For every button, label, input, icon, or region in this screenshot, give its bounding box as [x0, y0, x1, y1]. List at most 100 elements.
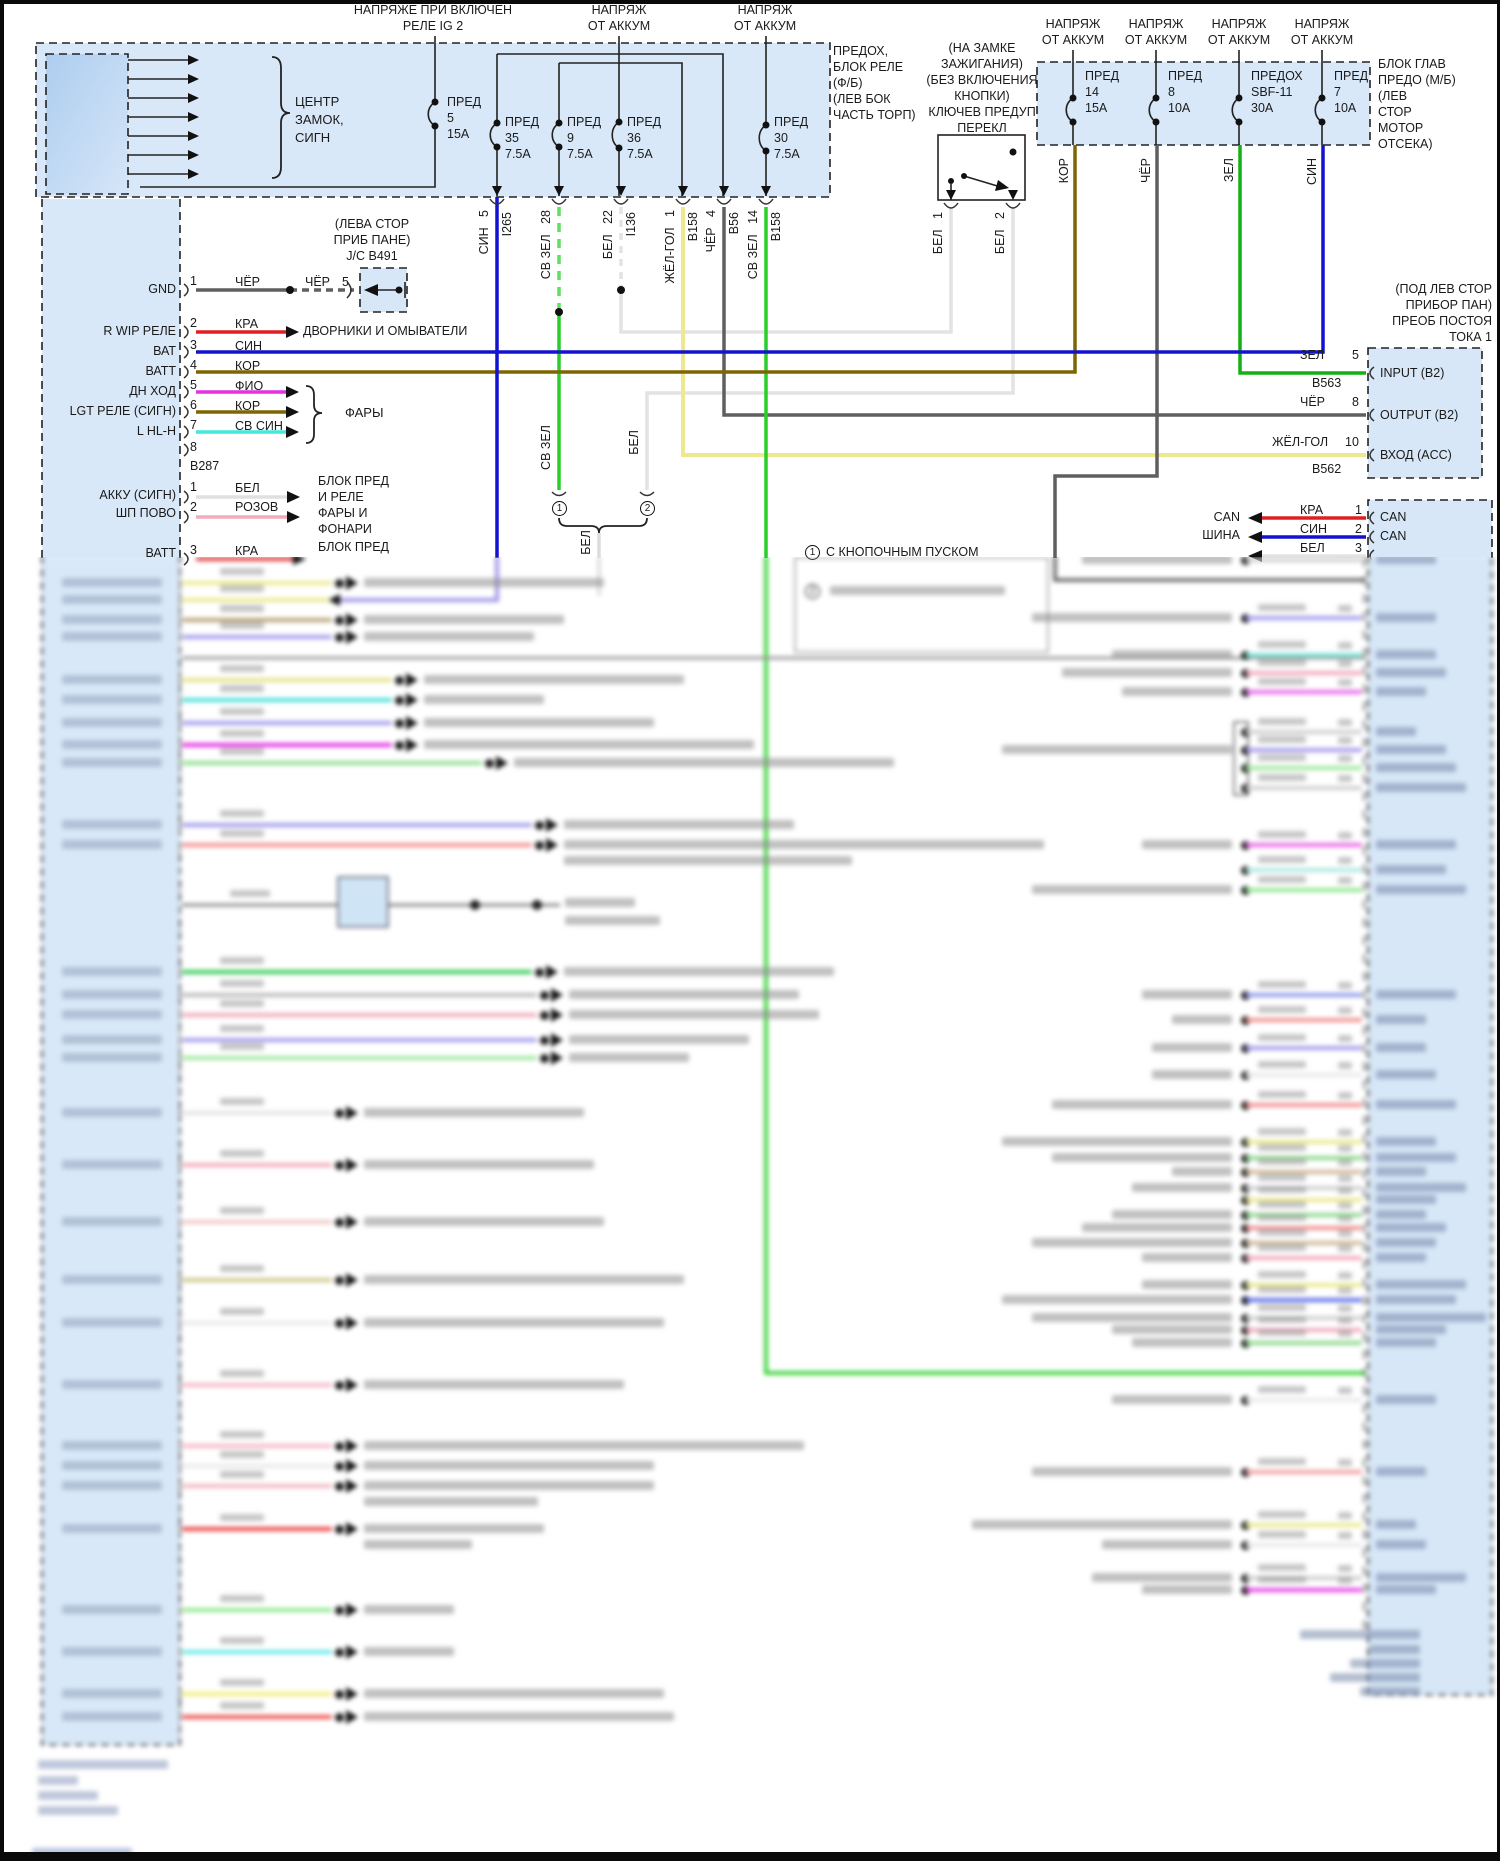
note-fusebox-1: БЛОК ПРЕД [318, 474, 390, 488]
blurred-junction-dot [540, 1036, 549, 1045]
blurred-pin-tick [179, 596, 181, 605]
blurred-note-text [1112, 1395, 1232, 1404]
option-circle-1: 1 [552, 501, 567, 516]
blurred-pin-tick [1363, 1026, 1365, 1035]
header-batt-6-line2: ОТ АККУМ [1290, 33, 1354, 47]
blurred-pin-tick [1363, 1062, 1365, 1071]
blurred-pin-number [1338, 737, 1352, 744]
blurred-pin-tick [1363, 648, 1365, 657]
blurred-pin-number [1338, 1512, 1352, 1519]
blurred-pin-number [1338, 877, 1352, 884]
blurred-junction-dot [335, 1319, 344, 1328]
blurred-pin-label [1376, 1015, 1426, 1024]
blurred-note-text-2 [364, 1497, 538, 1506]
blurred-note-text [569, 1035, 749, 1044]
blurred-arrowhead [346, 1603, 358, 1617]
blurred-wire-row [182, 1464, 332, 1468]
blurred-pin-label [1376, 1100, 1456, 1109]
blurred-pin-tick [179, 1586, 181, 1595]
blurred-wire-name [1258, 1564, 1306, 1571]
blurred-note-text [1032, 1313, 1232, 1322]
blurred-pin-tick [179, 821, 181, 830]
blurred-note-text [1142, 1585, 1232, 1594]
can-bus-label-2: ШИНА [1202, 528, 1240, 542]
blurred-pin-number [1338, 1459, 1352, 1466]
blurred-pin-label [1376, 1585, 1436, 1594]
connector-tag-b56: B56 [727, 212, 741, 235]
blurred-pin-label [62, 1318, 162, 1327]
blurred-arrowhead [406, 738, 418, 752]
blurred-pin-tick [1363, 1602, 1365, 1611]
blurred-pin-tick [179, 1526, 181, 1535]
blurred-junction-dot [335, 1713, 344, 1722]
header-batt-3-line1: НАПРЯЖ [1045, 17, 1101, 31]
blurred-note-text [1142, 1253, 1232, 1262]
blurred-note-text [424, 740, 754, 749]
pin-label-batt2: ВАТТ [145, 546, 176, 560]
blurred-pin-number [1338, 1577, 1352, 1584]
wire-tag-cher-4: ЧЁР 4 [704, 210, 718, 253]
blurred-pin-tick [1363, 1098, 1365, 1107]
fuse-sbf11-name: ПРЕДОХ [1251, 69, 1303, 83]
blurred-pin-tick [179, 991, 181, 1000]
blurred-wire-row [182, 581, 332, 585]
blurred-note-text [364, 1524, 544, 1533]
blurred-note-text [1152, 1070, 1232, 1079]
blurred-pin-label [62, 820, 162, 829]
blurred-pin-label [62, 1035, 162, 1044]
blurred-pin-tick [1363, 918, 1365, 927]
central-lock-label-3: СИГН [295, 130, 331, 145]
blurred-pin-tick [1363, 1260, 1365, 1269]
pin-number-2: 2 [190, 316, 197, 330]
central-lock-label-1: ЦЕНТР [295, 94, 340, 109]
wires-main [196, 145, 1325, 558]
blurred-pin-tick [1363, 1584, 1365, 1593]
dc-wire-cher-pin: 8 [1352, 395, 1359, 409]
blurred-pin-tick [179, 1466, 181, 1475]
blurred-note-text [972, 1520, 1232, 1529]
blurred-note-text [364, 1441, 804, 1450]
blurred-pin-tick [179, 759, 181, 768]
blurred-pin-label [1376, 990, 1456, 999]
blurred-wire-name [1258, 1128, 1306, 1135]
blurred-note-text [364, 1647, 454, 1656]
blurred-note-text [1142, 990, 1232, 999]
blurred-pin-tick [179, 666, 181, 675]
blurred-wire-name [1258, 1091, 1306, 1098]
blurred-wire-row [182, 1484, 332, 1488]
key-switch-label-4: КНОПКИ) [954, 89, 1010, 103]
blurred-wire-name [220, 1471, 264, 1478]
jc-b491-label-3: J/C B491 [346, 249, 398, 263]
blurred-wire-name [1258, 604, 1306, 611]
blurred-pin-label [1376, 687, 1426, 696]
blurred-pin-tick [1363, 792, 1365, 801]
blurred-pin-number [1338, 1202, 1352, 1209]
blurred-note-text [1172, 1015, 1232, 1024]
blurred-wire-row [182, 743, 392, 747]
blurred-wire-name [220, 568, 264, 575]
blurred-pin-label [1376, 1238, 1436, 1247]
blurred-pin-number [1338, 1532, 1352, 1539]
blurred-pin-label [1376, 1153, 1456, 1162]
blurred-note-text [1112, 1210, 1232, 1219]
blurred-pin-tick [179, 1406, 181, 1415]
blurred-wire-row [1245, 1398, 1362, 1402]
fuse-14-name: ПРЕД [1085, 69, 1120, 83]
blurred-pin-number [1338, 1305, 1352, 1312]
blurred-pin-number [1338, 1272, 1352, 1279]
blurred-pin-number [1338, 1387, 1352, 1394]
dc-pin-acc: ВХОД (ACC) [1380, 448, 1452, 462]
blurred-pin-tick [179, 1266, 181, 1275]
blurred-module-name-right [1360, 1687, 1420, 1696]
fuse-9-name: ПРЕД [567, 115, 602, 129]
blurred-pin-tick [1363, 936, 1365, 945]
blurred-pin-label [62, 1481, 162, 1490]
blurred-wire-name [220, 1265, 264, 1272]
blurred-junction-dot [540, 991, 549, 1000]
blurred-wire-name [220, 1043, 264, 1050]
blurred-pin-tick [1363, 882, 1365, 891]
blurred-pin-tick [179, 1381, 181, 1390]
pin-number-6: 6 [190, 398, 197, 412]
blurred-arrowhead [346, 1106, 358, 1120]
header-batt-5-line2: ОТ АККУМ [1207, 33, 1271, 47]
